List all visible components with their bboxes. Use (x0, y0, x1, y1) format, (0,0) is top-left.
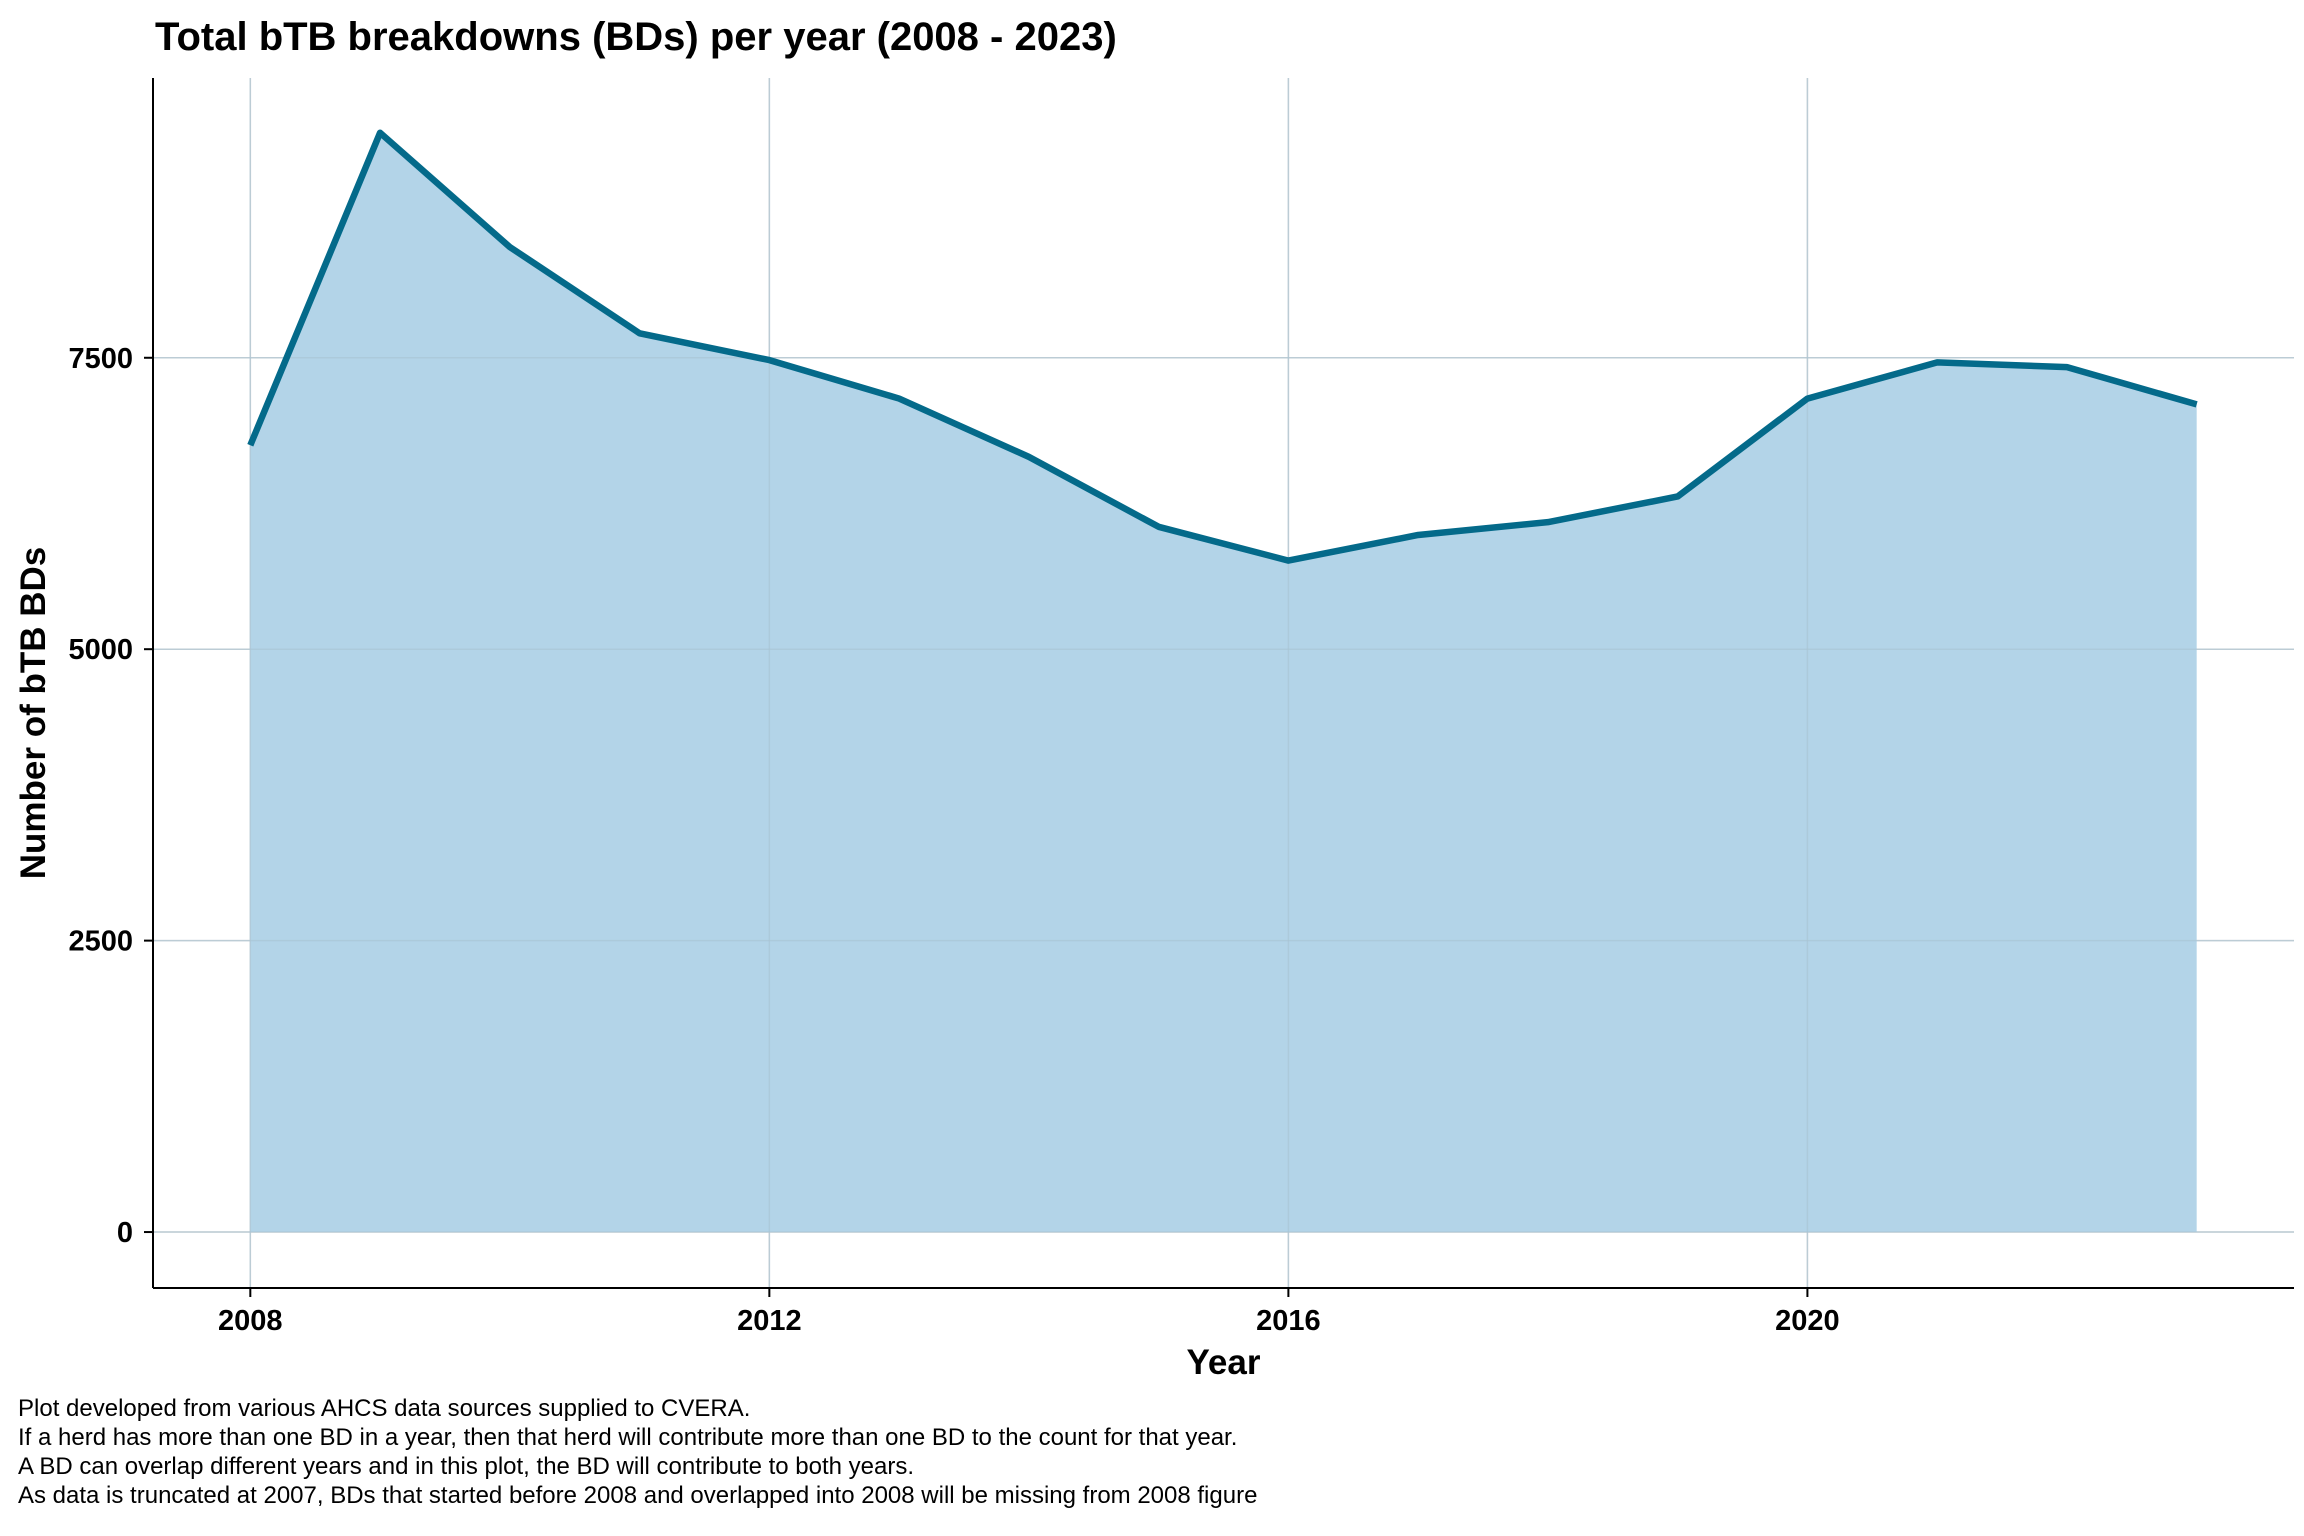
caption-line: Plot developed from various AHCS data so… (18, 1395, 751, 1422)
caption-line: If a herd has more than one BD in a year… (18, 1424, 1238, 1451)
y-tick-label: 2500 (68, 926, 133, 958)
y-tick-label: 7500 (68, 343, 133, 375)
area-layer (153, 78, 2294, 1288)
axes (144, 78, 2294, 1297)
x-tick-label: 2016 (1256, 1305, 1321, 1337)
y-tick-label: 5000 (68, 634, 133, 666)
x-axis-title: Year (1187, 1343, 1261, 1382)
chart-caption: Plot developed from various AHCS data so… (18, 1394, 2278, 1510)
series-line (247, 129, 2198, 564)
x-tick-label: 2008 (218, 1305, 283, 1337)
x-tick-label: 2012 (737, 1305, 802, 1337)
y-axis-title: Number of bTB BDs (14, 547, 53, 880)
y-tick-label: 0 (117, 1217, 133, 1249)
caption-line: As data is truncated at 2007, BDs that s… (18, 1482, 1258, 1509)
chart-title: Total bTB breakdowns (BDs) per year (200… (155, 15, 1117, 59)
tick-labels: 0 2500 5000 7500 2008 2012 2016 2020 (68, 343, 1839, 1337)
caption-line: A BD can overlap different years and in … (18, 1453, 915, 1480)
x-tick-label: 2020 (1775, 1305, 1840, 1337)
area-fill (250, 132, 2197, 1233)
